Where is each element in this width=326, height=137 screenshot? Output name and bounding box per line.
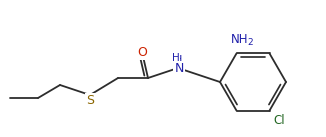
Text: N: N bbox=[174, 62, 184, 75]
Text: NH: NH bbox=[231, 33, 248, 46]
Text: H: H bbox=[172, 53, 180, 63]
Text: O: O bbox=[137, 45, 147, 58]
Text: S: S bbox=[86, 95, 94, 108]
Text: 2: 2 bbox=[248, 38, 253, 47]
Text: H
N: H N bbox=[174, 55, 182, 77]
Text: Cl: Cl bbox=[274, 114, 285, 127]
